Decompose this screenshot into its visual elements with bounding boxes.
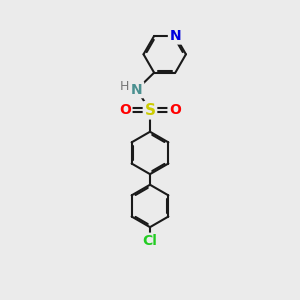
Text: O: O <box>169 103 181 117</box>
Text: Cl: Cl <box>142 234 158 248</box>
Text: O: O <box>119 103 131 117</box>
Text: H: H <box>120 80 129 93</box>
Text: S: S <box>145 103 155 118</box>
Text: N: N <box>131 82 142 97</box>
Text: N: N <box>169 29 181 43</box>
